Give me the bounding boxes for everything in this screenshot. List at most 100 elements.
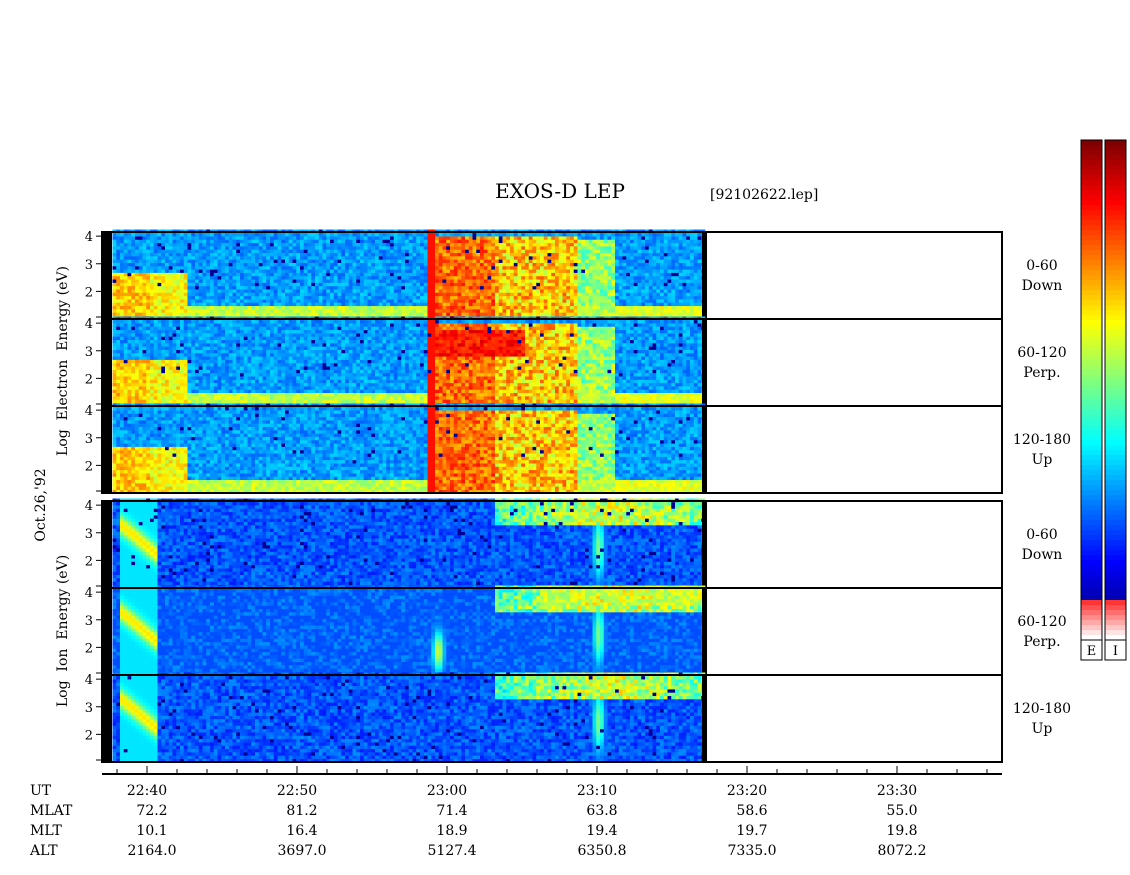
heatmap-cell: [330, 296, 334, 300]
heatmap-cell: [146, 376, 150, 380]
heatmap-cell: [585, 306, 589, 310]
heatmap-cell: [120, 346, 124, 350]
heatmap-cell: [694, 273, 698, 277]
heatmap-cell: [428, 296, 432, 300]
heatmap-cell: [191, 269, 195, 273]
heatmap-cell: [161, 296, 165, 300]
heatmap-cell: [176, 396, 180, 400]
heatmap-cell: [645, 269, 649, 273]
heatmap-cell: [218, 236, 222, 240]
heatmap-cell: [364, 253, 368, 257]
heatmap-cell: [529, 239, 533, 243]
heatmap-cell: [653, 233, 657, 237]
heatmap-cell: [251, 246, 255, 250]
heatmap-cell: [251, 279, 255, 283]
heatmap-cell: [668, 312, 672, 316]
heatmap-cell: [210, 396, 214, 400]
heatmap-cell: [405, 292, 409, 296]
heatmap-cell: [289, 246, 293, 250]
heatmap-cell: [150, 249, 154, 253]
heatmap-cell: [139, 233, 143, 237]
heatmap-cell: [188, 376, 192, 380]
heatmap-cell: [124, 353, 128, 357]
heatmap-cell: [139, 373, 143, 377]
heatmap-cell: [405, 279, 409, 283]
heatmap-cell: [263, 253, 267, 257]
heatmap-cell: [386, 289, 390, 293]
heatmap-cell: [525, 276, 529, 280]
heatmap-cell: [154, 289, 158, 293]
heatmap-cell: [548, 249, 552, 253]
heatmap-cell: [473, 243, 477, 247]
heatmap-cell: [413, 296, 417, 300]
heatmap-cell: [416, 256, 420, 260]
heatmap-cell: [566, 263, 570, 267]
heatmap-cell: [323, 276, 327, 280]
heatmap-cell: [581, 289, 585, 293]
heatmap-cell: [165, 346, 169, 350]
heatmap-cell: [158, 353, 162, 357]
heatmap-cell: [154, 343, 158, 347]
heatmap-cell: [683, 312, 687, 316]
heatmap-cell: [536, 292, 540, 296]
heatmap-cell: [506, 266, 510, 270]
heatmap-cell: [266, 306, 270, 310]
heatmap-cell: [233, 286, 237, 290]
heatmap-cell: [694, 259, 698, 263]
heatmap-cell: [180, 386, 184, 390]
heatmap-cell: [165, 373, 169, 377]
heatmap-cell: [461, 266, 465, 270]
heatmap-cell: [536, 283, 540, 287]
heatmap-cell: [424, 259, 428, 263]
heatmap-cell: [251, 266, 255, 270]
heatmap-cell: [143, 306, 147, 310]
heatmap-cell: [668, 233, 672, 237]
heatmap-cell: [259, 292, 263, 296]
heatmap-cell: [210, 302, 214, 306]
heatmap-cell: [506, 246, 510, 250]
heatmap-cell: [184, 370, 188, 374]
heatmap-cell: [349, 296, 353, 300]
heatmap-cell: [128, 239, 132, 243]
heatmap-cell: [664, 246, 668, 250]
heatmap-cell: [154, 336, 158, 340]
heatmap-cell: [199, 312, 203, 316]
heatmap-cell: [165, 279, 169, 283]
heatmap-cell: [356, 249, 360, 253]
heatmap-cell: [281, 296, 285, 300]
heatmap-cell: [529, 259, 533, 263]
heatmap-cell: [379, 263, 383, 267]
heatmap-cell: [180, 336, 184, 340]
heatmap-cell: [206, 249, 210, 253]
heatmap-cell: [124, 399, 128, 403]
heatmap-cell: [495, 309, 499, 313]
heatmap-cell: [334, 266, 338, 270]
heatmap-cell: [409, 286, 413, 290]
heatmap-cell: [641, 292, 645, 296]
heatmap-cell: [124, 333, 128, 337]
heatmap-cell: [416, 276, 420, 280]
heatmap-cell: [188, 386, 192, 390]
heatmap-cell: [394, 279, 398, 283]
heatmap-cell: [113, 292, 117, 296]
heatmap-cell: [263, 273, 267, 277]
heatmap-cell: [203, 343, 207, 347]
heatmap-cell: [221, 283, 225, 287]
heatmap-cell: [214, 246, 218, 250]
heatmap-cell: [458, 283, 462, 287]
heatmap-cell: [416, 286, 420, 290]
heatmap-cell: [173, 320, 177, 324]
heatmap-cell: [180, 246, 184, 250]
heatmap-cell: [120, 263, 124, 267]
heatmap-cell: [641, 256, 645, 260]
heatmap-cell: [394, 253, 398, 257]
heatmap-cell: [600, 256, 604, 260]
heatmap-cell: [660, 312, 664, 316]
heatmap-cell: [165, 236, 169, 240]
heatmap-cell: [173, 283, 177, 287]
heatmap-cell: [176, 236, 180, 240]
heatmap-cell: [158, 373, 162, 377]
heatmap-cell: [349, 253, 353, 257]
heatmap-cell: [360, 302, 364, 306]
heatmap-cell: [293, 266, 297, 270]
